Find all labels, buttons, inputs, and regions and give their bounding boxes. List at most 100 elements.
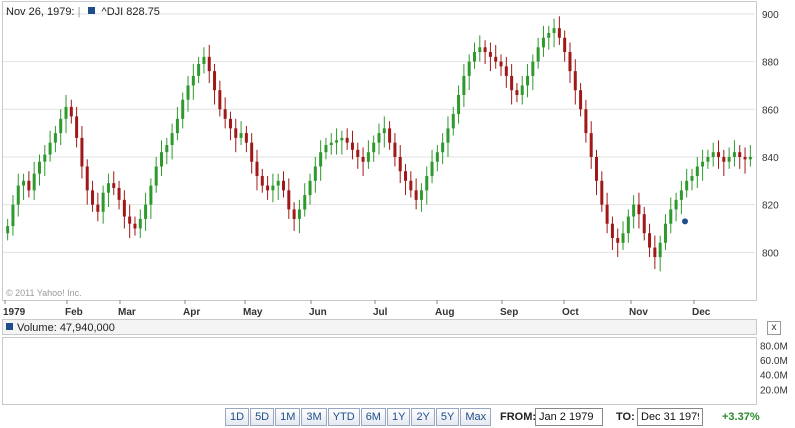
- candle-body: [499, 61, 503, 67]
- header-value: 828.75: [126, 6, 160, 18]
- candle-body: [711, 152, 715, 157]
- candle-body: [547, 32, 551, 38]
- candle-body: [531, 61, 535, 76]
- candle-body: [727, 156, 731, 162]
- event-markers: [682, 218, 688, 225]
- candle-body: [393, 142, 397, 157]
- month-axis: 1979 Feb Mar Apr May Jun Jul Aug Sep Oct Nov Dec: [3, 300, 711, 318]
- candle-body: [526, 75, 530, 86]
- candle-body: [324, 145, 328, 153]
- price-tick-label: 880: [762, 58, 779, 69]
- event-marker[interactable]: [682, 218, 688, 225]
- range-button-5y[interactable]: 5Y: [435, 408, 460, 426]
- candle-body: [16, 185, 20, 205]
- range-button-6m[interactable]: 6M: [360, 408, 386, 426]
- volume-tick-label: 60.0M: [760, 356, 788, 367]
- month-label: Jul: [373, 307, 388, 318]
- range-button-1d[interactable]: 1D: [225, 408, 250, 426]
- candle-body: [441, 142, 445, 153]
- header-date: Nov 26, 1979:: [6, 6, 75, 18]
- candle-body: [91, 190, 95, 205]
- candle-body: [335, 140, 339, 143]
- candle-body: [541, 37, 545, 48]
- candle-body: [382, 128, 386, 134]
- candle-body: [642, 214, 646, 234]
- candle-body: [552, 28, 556, 33]
- candle-body: [732, 152, 736, 157]
- month-label: Nov: [629, 307, 648, 318]
- candle-body: [138, 218, 142, 229]
- range-button-5d[interactable]: 5D: [250, 408, 275, 426]
- candle-body: [626, 216, 630, 234]
- candle-body: [282, 180, 286, 191]
- candle-body: [308, 180, 312, 196]
- candle-body: [446, 128, 450, 143]
- candle-body: [472, 52, 476, 62]
- range-button-2y[interactable]: 2Y: [411, 408, 435, 426]
- candle-body: [181, 99, 185, 119]
- candle-body: [165, 145, 169, 153]
- header-symbol: ^DJI: [101, 6, 124, 18]
- period-change: +3.37%: [722, 411, 760, 423]
- candle-body: [313, 166, 317, 181]
- price-gridlines: [3, 13, 755, 253]
- candle-body: [674, 199, 678, 210]
- candle-body: [701, 161, 705, 167]
- to-date-input[interactable]: [637, 408, 703, 426]
- candle-body: [488, 52, 492, 57]
- candle-body: [584, 109, 588, 134]
- candle-body: [632, 204, 636, 217]
- month-label: Jun: [309, 307, 327, 318]
- range-button-3m[interactable]: 3M: [301, 408, 327, 426]
- candle-body: [462, 75, 466, 95]
- candle-body: [579, 90, 583, 110]
- close-volume-button[interactable]: x: [767, 321, 781, 335]
- range-button-bar: 1D 5D 1M 3M YTD 6M 1Y 2Y 5Y Max: [225, 408, 492, 426]
- candle-body: [425, 176, 429, 191]
- candle-body: [361, 156, 365, 162]
- candle-body: [589, 133, 593, 157]
- volume-axis: 20.0M 40.0M 60.0M 80.0M: [760, 341, 788, 396]
- range-button-ytd[interactable]: YTD: [327, 408, 360, 426]
- candle-body: [27, 180, 31, 191]
- candle-body: [743, 156, 747, 160]
- candle-body: [271, 185, 275, 191]
- volume-tick-label: 80.0M: [760, 341, 788, 352]
- candle-body: [32, 173, 36, 191]
- copyright-text: © 2011 Yahoo! Inc.: [6, 288, 82, 298]
- candle-body: [366, 152, 370, 162]
- candle-body: [22, 180, 26, 186]
- candle-body: [266, 185, 270, 191]
- candle-body: [563, 37, 567, 53]
- series-swatch-icon: [88, 7, 96, 14]
- candle-body: [319, 152, 323, 167]
- candle-body: [43, 154, 47, 162]
- volume-swatch-icon: [6, 323, 13, 330]
- candle-body: [457, 94, 461, 115]
- candle-body: [520, 85, 524, 95]
- range-button-1m[interactable]: 1M: [275, 408, 301, 426]
- candle-body: [372, 142, 376, 153]
- candle-body: [414, 190, 418, 200]
- candle-body: [175, 118, 179, 134]
- month-label: Mar: [118, 307, 136, 318]
- candle-body: [605, 204, 609, 224]
- range-button-max[interactable]: Max: [460, 408, 492, 426]
- candle-body: [738, 152, 742, 157]
- candle-body: [128, 216, 132, 224]
- candle-body: [356, 149, 360, 157]
- month-label: 1979: [3, 307, 26, 318]
- from-date-input[interactable]: [535, 408, 603, 426]
- price-tick-label: 820: [762, 201, 779, 212]
- candle-body: [663, 223, 667, 243]
- candle-body: [340, 137, 344, 141]
- candle-body: [748, 156, 752, 160]
- candle-body: [202, 56, 206, 64]
- price-tick-label: 860: [762, 105, 779, 116]
- candle-body: [48, 142, 52, 155]
- range-button-1y[interactable]: 1Y: [386, 408, 411, 426]
- volume-tick-label: 20.0M: [760, 385, 788, 396]
- candle-body: [388, 128, 392, 143]
- candle-body: [557, 28, 561, 38]
- month-label: May: [243, 307, 263, 318]
